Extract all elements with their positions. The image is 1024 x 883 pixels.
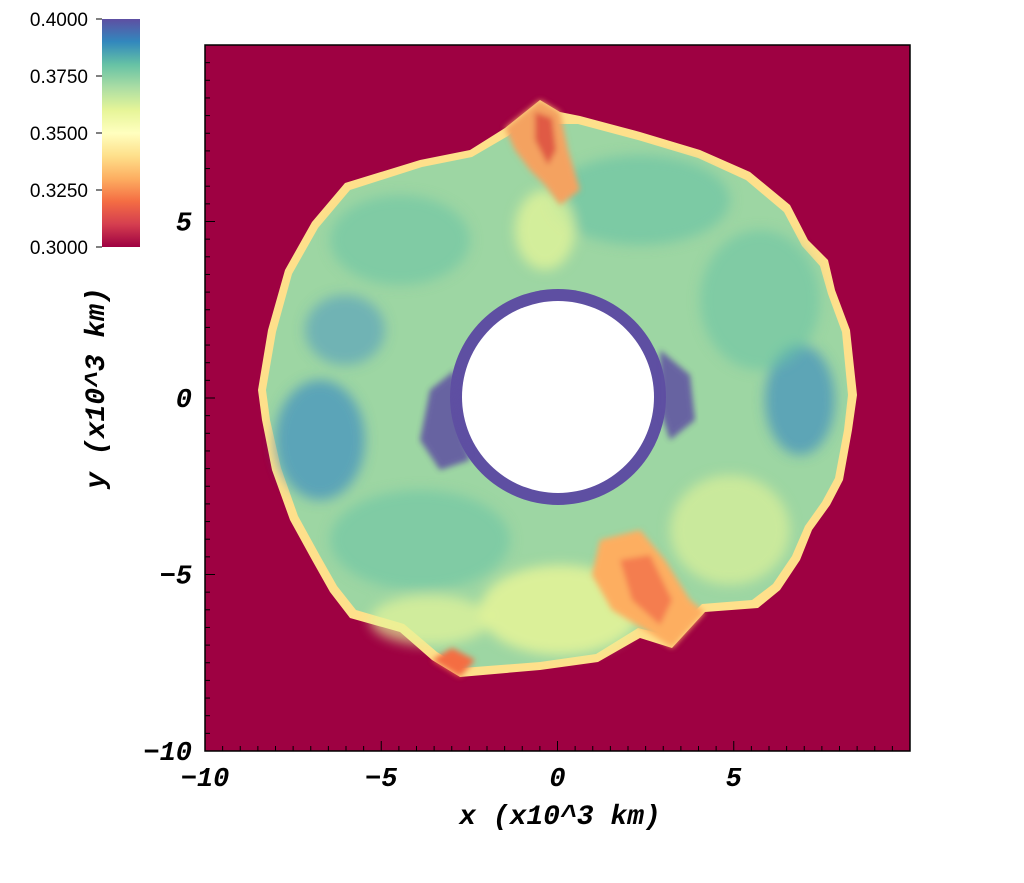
patch-yellow-bottomleft: [370, 595, 490, 645]
y-axis-label: y (x10^3 km): [82, 287, 113, 490]
colorbar-gradient: [102, 19, 140, 247]
patch-blue-left-upper: [305, 295, 385, 365]
x-tick-label: 0: [549, 765, 565, 795]
patch-yellow-right: [670, 475, 790, 585]
central-cavity: [462, 301, 654, 493]
plot-area: [205, 45, 910, 751]
patch-blue-left: [275, 380, 365, 500]
patch-teal-right: [700, 230, 820, 370]
colorbar-tick-label: 0.3500: [30, 124, 88, 145]
patch-teal-top: [550, 155, 730, 245]
colorbar-tick-label: 0.3250: [30, 181, 88, 202]
inner-ring-left-lobe: [420, 370, 470, 470]
inner-ring-right-lobe: [660, 350, 695, 440]
y-tick-label: −5: [160, 563, 192, 593]
y-tick-label: 5: [176, 210, 192, 240]
patch-yellow-top: [515, 190, 575, 270]
y-tick-label: −10: [143, 739, 192, 769]
shell-patches: [275, 155, 835, 655]
colorbar: 0.4000 0.3750 0.3500 0.3250 0.3000: [30, 10, 140, 259]
y-tick-label: 0: [176, 386, 192, 416]
plume-top-core: [535, 112, 556, 165]
patch-teal-left: [330, 195, 470, 285]
colorbar-tick-label: 0.3750: [30, 67, 88, 88]
patch-teal-bottomleft: [330, 490, 510, 590]
x-tick-label: −10: [181, 765, 230, 795]
x-axis-label: x (x10^3 km): [458, 802, 661, 833]
plume-bottom-right-core: [620, 555, 672, 625]
colorbar-ticks: 0.4000 0.3750 0.3500 0.3250 0.3000: [30, 10, 102, 259]
colorbar-tick-label: 0.4000: [30, 10, 88, 31]
x-tick-label: −5: [365, 765, 397, 795]
patch-blue-right: [765, 345, 835, 455]
x-axis: −10 −5 0 5: [181, 741, 911, 795]
colorbar-tick-label: 0.3000: [30, 238, 88, 259]
y-axis: −10 −5 0 5: [143, 44, 215, 769]
low-value-plumes: [432, 100, 705, 677]
x-tick-label: 5: [726, 765, 742, 795]
plume-bottom-left: [432, 648, 475, 677]
